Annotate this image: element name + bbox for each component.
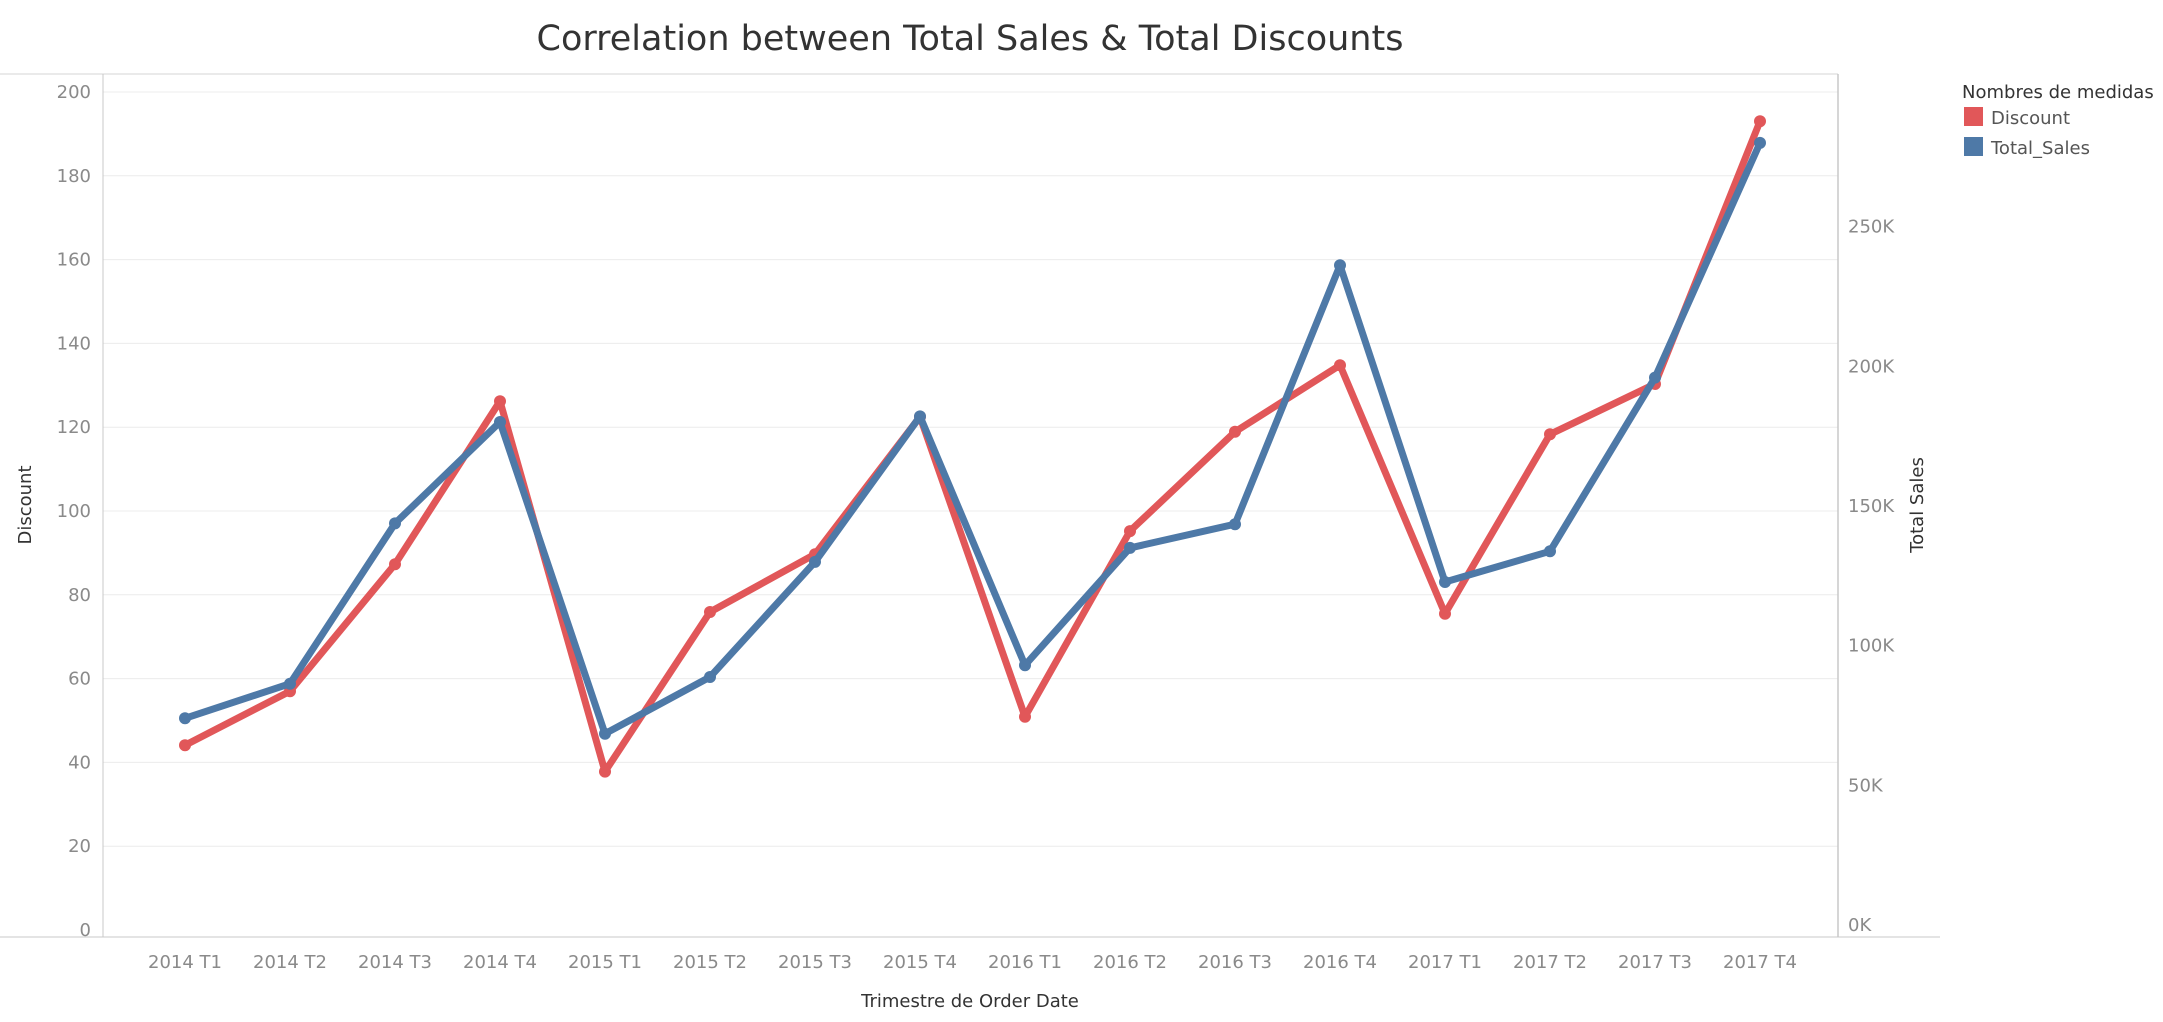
legend-swatch: [1964, 107, 1983, 126]
y-left-tick-label: 20: [68, 836, 91, 857]
series-line-discount: [181, 117, 1764, 776]
data-point-total-sales[interactable]: [1649, 371, 1661, 384]
legend-title: Nombres de medidas: [1962, 82, 2154, 103]
right-axis: 0K 50K 100K 150K 200K 250K: [1848, 217, 1895, 936]
x-tick-label: 2017 T2: [1513, 952, 1587, 973]
x-tick-label: 2014 T1: [148, 952, 222, 973]
x-axis: 2014 T1 2014 T2 2014 T3 2014 T4 2015 T1 2015 …: [148, 952, 1797, 973]
data-point-discount[interactable]: [179, 739, 191, 752]
y-right-tick-label: 250K: [1848, 217, 1895, 238]
data-point-total-sales[interactable]: [1544, 545, 1556, 558]
data-point-discount[interactable]: [1229, 425, 1241, 438]
y-left-tick-label: 80: [68, 585, 91, 606]
y-right-tick-label: 200K: [1848, 356, 1895, 377]
chart-title: Correlation between Total Sales & Total …: [537, 19, 1404, 59]
data-point-total-sales[interactable]: [599, 727, 611, 740]
x-tick-label: 2017 T4: [1723, 952, 1797, 973]
legend-label: Total_Sales: [1990, 138, 2090, 159]
y-left-tick-label: 180: [57, 166, 91, 187]
y-left-tick-label: 200: [57, 82, 91, 103]
data-point-discount[interactable]: [1754, 115, 1766, 128]
data-point-discount[interactable]: [1544, 428, 1556, 441]
data-point-discount[interactable]: [704, 606, 716, 618]
data-point-total-sales[interactable]: [494, 416, 506, 428]
legend-label: Discount: [1991, 108, 2070, 129]
legend-swatch: [1964, 137, 1983, 156]
x-tick-label: 2016 T2: [1093, 952, 1167, 973]
left-axis: 0 20 40 60 80 100 120 140 160 180 200: [57, 82, 91, 941]
data-point-total-sales[interactable]: [1019, 659, 1031, 672]
data-point-discount[interactable]: [494, 395, 506, 408]
data-point-total-sales[interactable]: [284, 677, 296, 690]
data-point-discount[interactable]: [1124, 525, 1136, 538]
y-left-tick-label: 40: [68, 752, 91, 773]
y-axis-left-title: Discount: [15, 465, 36, 544]
x-tick-label: 2014 T4: [463, 952, 537, 973]
x-tick-label: 2016 T3: [1198, 952, 1272, 973]
x-tick-label: 2015 T1: [568, 952, 642, 973]
x-tick-label: 2017 T1: [1408, 952, 1482, 973]
data-point-total-sales[interactable]: [179, 712, 191, 725]
plot-frame: [0, 73, 1940, 938]
y-left-tick-label: 160: [57, 250, 91, 271]
series-line-total-sales: [181, 139, 1764, 738]
y-left-tick-label: 0: [80, 920, 91, 941]
y-right-tick-label: 50K: [1848, 775, 1884, 796]
y-right-tick-label: 0K: [1848, 915, 1872, 936]
x-tick-label: 2015 T4: [883, 952, 957, 973]
series-layer: [179, 115, 1766, 778]
grid: [103, 91, 1838, 847]
data-point-total-sales[interactable]: [704, 671, 716, 683]
x-tick-label: 2014 T2: [253, 952, 327, 973]
x-axis-title: Trimestre de Order Date: [860, 991, 1079, 1012]
data-point-discount[interactable]: [1019, 710, 1031, 723]
data-point-discount[interactable]: [599, 765, 611, 778]
x-tick-label: 2014 T3: [358, 952, 432, 973]
y-left-tick-label: 120: [57, 417, 91, 438]
data-point-total-sales[interactable]: [914, 410, 926, 423]
data-point-total-sales[interactable]: [809, 555, 821, 568]
y-left-tick-label: 140: [57, 333, 91, 354]
x-tick-label: 2017 T3: [1618, 952, 1692, 973]
x-tick-label: 2015 T3: [778, 952, 852, 973]
data-point-total-sales[interactable]: [1334, 259, 1346, 272]
y-right-tick-label: 150K: [1848, 496, 1895, 517]
data-point-discount[interactable]: [1334, 359, 1346, 372]
x-tick-label: 2015 T2: [673, 952, 747, 973]
data-point-total-sales[interactable]: [389, 517, 401, 530]
data-point-discount[interactable]: [389, 558, 401, 571]
x-tick-label: 2016 T1: [988, 952, 1062, 973]
y-axis-right-title: Total Sales: [1907, 457, 1928, 554]
y-left-tick-label: 100: [57, 501, 91, 522]
data-point-total-sales[interactable]: [1439, 576, 1451, 588]
data-point-total-sales[interactable]: [1754, 136, 1766, 149]
data-point-total-sales[interactable]: [1229, 518, 1241, 531]
legend: Nombres de medidas Discount Total_Sales: [1962, 82, 2154, 159]
data-point-discount[interactable]: [1439, 607, 1451, 620]
y-right-tick-label: 100K: [1848, 636, 1895, 657]
data-point-total-sales[interactable]: [1124, 541, 1136, 554]
y-left-tick-label: 60: [68, 669, 91, 690]
x-tick-label: 2016 T4: [1303, 952, 1377, 973]
